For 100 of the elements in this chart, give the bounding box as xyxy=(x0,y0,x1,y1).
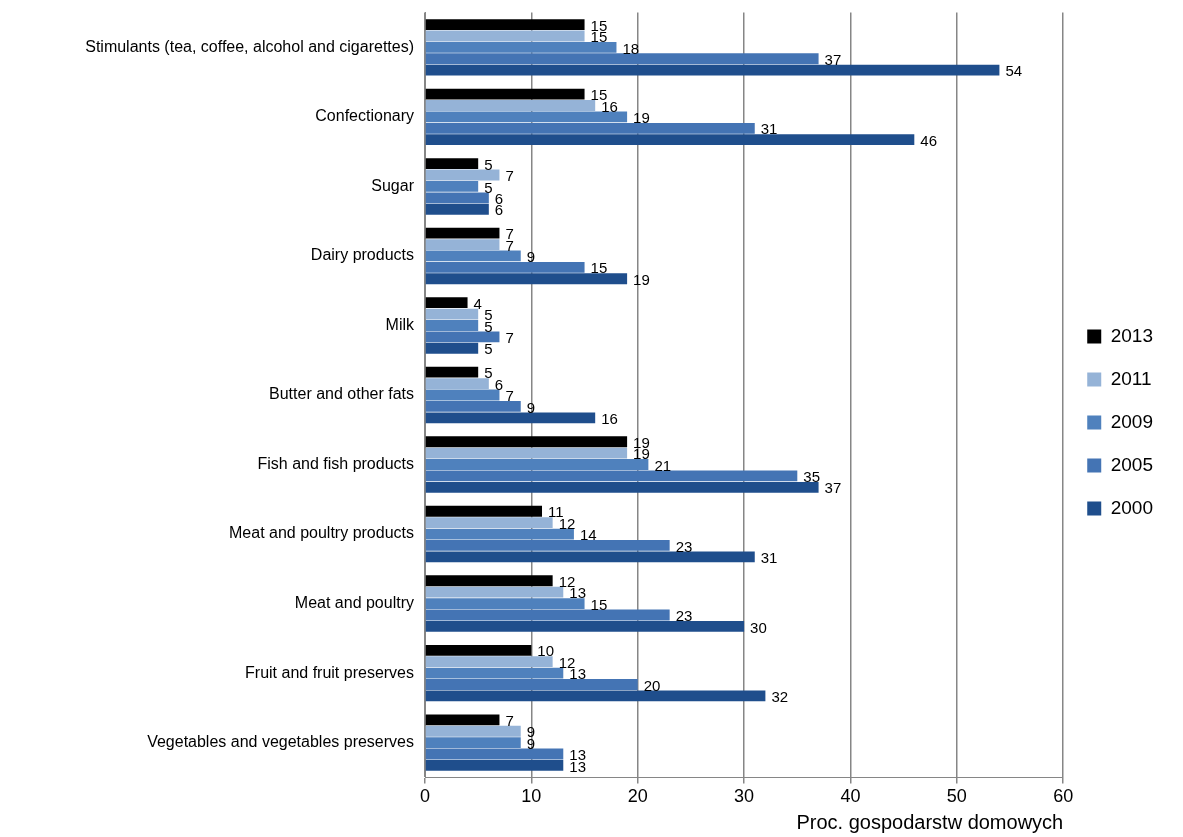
bar xyxy=(425,609,670,621)
bar xyxy=(425,540,670,551)
bar xyxy=(425,400,521,412)
legend-label: 2011 xyxy=(1110,367,1152,389)
bar xyxy=(425,412,596,424)
bar xyxy=(425,714,500,726)
bar xyxy=(425,679,638,690)
y-tick-label: Milk xyxy=(385,315,415,333)
data-label: 37 xyxy=(824,479,842,497)
bar xyxy=(425,505,543,517)
data-label: 23 xyxy=(675,607,693,625)
bar xyxy=(425,169,500,181)
x-tick-label: 40 xyxy=(840,786,861,807)
data-label: 7 xyxy=(505,387,514,405)
bar xyxy=(425,158,479,170)
bar xyxy=(425,250,521,262)
bar xyxy=(425,64,1000,76)
bar xyxy=(425,41,617,53)
bar xyxy=(425,656,553,668)
x-axis-title: Proc. gospodarstw domowych xyxy=(796,810,1064,833)
bar xyxy=(425,100,596,111)
bar xyxy=(425,598,585,609)
bar xyxy=(425,203,489,215)
bar xyxy=(425,53,819,65)
data-label: 37 xyxy=(824,50,842,68)
bar xyxy=(425,19,585,30)
data-label: 18 xyxy=(622,39,640,57)
bar xyxy=(425,737,521,749)
data-label: 9 xyxy=(526,248,536,266)
bar xyxy=(425,239,500,250)
bar xyxy=(425,481,819,493)
legend-label: 2000 xyxy=(1110,496,1154,518)
data-label: 6 xyxy=(494,375,504,393)
y-tick-label: Meat and poultry products xyxy=(229,524,414,542)
data-label: 35 xyxy=(803,468,820,486)
bar xyxy=(425,725,521,737)
bar xyxy=(425,551,755,563)
data-label: 5 xyxy=(484,340,493,358)
bar xyxy=(425,690,766,702)
bar xyxy=(425,517,553,529)
bar xyxy=(425,227,500,239)
data-label: 7 xyxy=(505,167,514,185)
y-tick-label: Butter and other fats xyxy=(269,385,414,403)
y-tick-label: Stimulants (tea, coffee, alcohol and cigarettes) xyxy=(85,37,414,55)
data-label: 19 xyxy=(633,270,650,288)
data-label: 7 xyxy=(505,711,514,729)
data-label: 15 xyxy=(590,259,608,277)
bar xyxy=(425,389,500,401)
y-tick-label: Meat and poultry xyxy=(294,593,414,611)
data-label: 31 xyxy=(760,549,778,566)
bar xyxy=(425,366,479,378)
bar xyxy=(425,297,468,309)
bar xyxy=(425,88,585,100)
y-tick-label: Fish and fish products xyxy=(257,454,414,472)
bar xyxy=(425,261,585,273)
bar xyxy=(425,459,649,470)
x-tick-label: 30 xyxy=(734,786,755,807)
y-tick-label: Fruit and fruit preserves xyxy=(245,663,414,681)
data-label: 7 xyxy=(505,329,514,347)
data-label: 9 xyxy=(526,398,536,416)
bar xyxy=(425,30,585,42)
x-tick-label: 60 xyxy=(1053,786,1074,807)
bar xyxy=(425,308,479,320)
x-tick-label: 20 xyxy=(627,786,648,807)
data-label: 23 xyxy=(675,537,693,555)
bar xyxy=(425,620,745,632)
legend-label: 2009 xyxy=(1110,410,1154,432)
data-label: 32 xyxy=(771,688,789,706)
y-tick-label: Dairy products xyxy=(310,246,414,264)
bar xyxy=(425,447,628,459)
x-tick-label: 10 xyxy=(521,786,542,807)
data-label: 16 xyxy=(601,409,618,427)
bar xyxy=(425,586,564,598)
data-label: 5 xyxy=(484,155,493,173)
bar xyxy=(425,378,489,390)
data-label: 10 xyxy=(537,642,555,660)
data-label: 46 xyxy=(920,131,937,149)
bar xyxy=(425,760,564,771)
bar xyxy=(425,111,628,123)
data-label: 4 xyxy=(473,294,482,312)
bar xyxy=(425,470,798,482)
bar xyxy=(425,342,479,354)
data-label: 19 xyxy=(633,109,650,127)
data-label: 30 xyxy=(750,618,767,636)
bar xyxy=(425,644,532,656)
bar xyxy=(425,331,500,343)
data-label: 15 xyxy=(590,595,608,613)
bar xyxy=(425,748,564,760)
bar xyxy=(425,575,553,587)
x-tick-label: 50 xyxy=(946,786,967,807)
bar xyxy=(425,192,489,204)
bar xyxy=(425,181,479,192)
data-label: 21 xyxy=(654,456,672,474)
bar xyxy=(425,436,628,448)
bar xyxy=(425,528,574,540)
legend-label: 2013 xyxy=(1110,324,1154,346)
x-tick-label: 0 xyxy=(419,786,431,807)
y-tick-label: Vegetables and vegetables preserves xyxy=(147,733,414,751)
data-label: 54 xyxy=(1005,62,1023,80)
bar xyxy=(425,667,564,679)
